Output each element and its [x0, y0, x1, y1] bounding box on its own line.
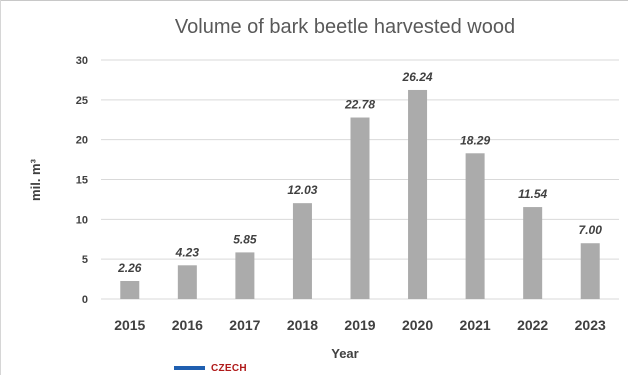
data-label-2015: 2.26 [117, 261, 142, 275]
legend-label: CZECH [211, 362, 247, 374]
data-label-2020: 26.24 [402, 70, 433, 84]
y-tick-label: 20 [76, 135, 88, 147]
y-tick-label: 30 [76, 55, 88, 67]
data-labels: 2.26 4.23 5.85 12.03 22.78 26.24 18.29 11.54 7.0… [117, 70, 602, 275]
legend-swatch [174, 366, 205, 370]
bar-2021 [465, 153, 485, 299]
x-tick-label-2016: 2016 [172, 317, 203, 333]
bar-2022 [523, 207, 543, 299]
data-label-2017: 5.85 [233, 232, 257, 246]
x-axis-label: Year [331, 346, 358, 361]
x-tick-label-2023: 2023 [575, 317, 606, 333]
data-label-2021: 18.29 [460, 133, 490, 147]
x-tick-label-2022: 2022 [517, 317, 548, 333]
y-axis-label: mil. m³ [28, 158, 43, 201]
frame-border-top [0, 0, 628, 1]
bar-2023 [580, 243, 600, 299]
y-axis-ticks: 0 5 10 15 20 25 30 [76, 55, 88, 306]
x-tick-label-2015: 2015 [114, 317, 145, 333]
y-tick-label: 5 [82, 254, 88, 266]
y-tick-label: 15 [76, 175, 88, 187]
bar-2018 [292, 203, 312, 299]
x-tick-label-2021: 2021 [460, 317, 491, 333]
bars [120, 89, 600, 299]
bar-2019 [350, 117, 370, 299]
bar-2020 [408, 89, 428, 299]
x-tick-label-2018: 2018 [287, 317, 318, 333]
data-label-2019: 22.78 [344, 98, 375, 112]
bar-2015 [120, 280, 140, 299]
x-tick-label-2020: 2020 [402, 317, 433, 333]
data-label-2016: 4.23 [175, 245, 200, 259]
bar-2016 [177, 265, 197, 299]
legend: CZECH [174, 362, 247, 374]
bar-2017 [235, 252, 255, 299]
y-tick-label: 0 [82, 294, 88, 306]
chart-title: Volume of bark beetle harvested wood [175, 16, 515, 38]
y-tick-label: 25 [76, 95, 88, 107]
y-tick-label: 10 [76, 214, 88, 226]
data-label-2018: 12.03 [287, 183, 317, 197]
data-label-2022: 11.54 [518, 187, 547, 201]
x-axis-ticks: 2015 2016 2017 2018 2019 2020 2021 2022 2023 [114, 317, 606, 333]
data-label-2023: 7.00 [579, 223, 603, 237]
x-tick-label-2019: 2019 [344, 317, 375, 333]
frame-border-left [0, 0, 1, 375]
x-tick-label-2017: 2017 [229, 317, 260, 333]
